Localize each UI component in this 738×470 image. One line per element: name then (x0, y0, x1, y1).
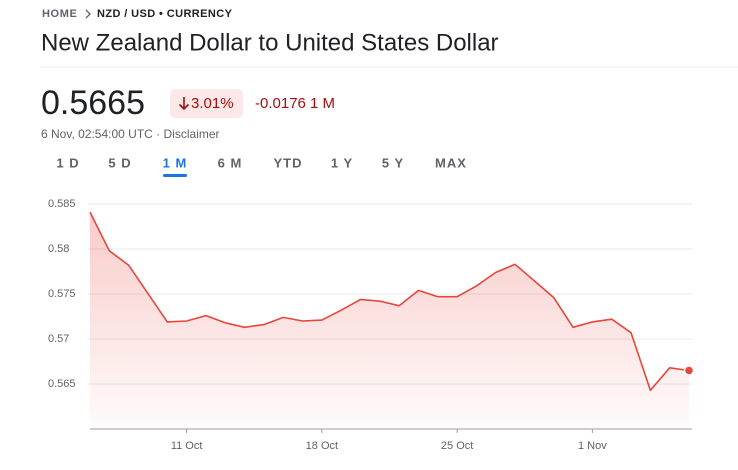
timestamp: 6 Nov, 02:54:00 UTC · Disclaimer (41, 127, 220, 141)
change-value: -0.0176 (255, 95, 306, 112)
range-tab[interactable]: 5 D (108, 155, 131, 170)
breadcrumb-home[interactable]: HOME (42, 8, 77, 20)
price: 0.5665 (41, 84, 145, 122)
tab-underline (163, 174, 187, 177)
change-badge (170, 89, 243, 118)
y-tick-label: 0.585 (48, 198, 76, 210)
last-point (683, 365, 695, 376)
breadcrumb-chevron (85, 9, 91, 19)
range-tab[interactable]: YTD (274, 155, 303, 170)
x-tick-label: 18 Oct (306, 440, 338, 452)
y-tick-label: 0.58 (48, 243, 69, 255)
y-tick-label: 0.575 (48, 288, 76, 300)
x-tick-label: 1 Nov (578, 440, 607, 452)
y-tick-label: 0.565 (48, 378, 76, 390)
price-area (90, 212, 689, 429)
y-tick-label: 0.57 (48, 333, 69, 345)
disclaimer-link[interactable]: Disclaimer (164, 127, 220, 141)
x-tick-label: 25 Oct (441, 440, 473, 452)
range-tab[interactable]: 1 Y (331, 155, 353, 170)
x-tick-label: 11 Oct (171, 440, 203, 452)
range-tab[interactable]: MAX (435, 155, 467, 170)
change: -0.0176 1 M (255, 95, 335, 112)
timestamp-text: 6 Nov, 02:54:00 UTC · (41, 127, 160, 141)
price-line (89, 211, 690, 392)
range-tab[interactable]: 5 Y (382, 155, 404, 170)
page-title: New Zealand Dollar to United States Doll… (41, 29, 499, 56)
range-tab[interactable]: 1 D (56, 155, 79, 170)
range-tab[interactable]: 1 M (163, 155, 188, 170)
change-period: 1 M (310, 95, 335, 112)
down-arrow (178, 97, 190, 111)
range-tab[interactable]: 6 M (218, 155, 243, 170)
breadcrumb-current: NZD / USD • CURRENCY (97, 8, 233, 20)
change-percent: 3.01% (191, 95, 234, 112)
